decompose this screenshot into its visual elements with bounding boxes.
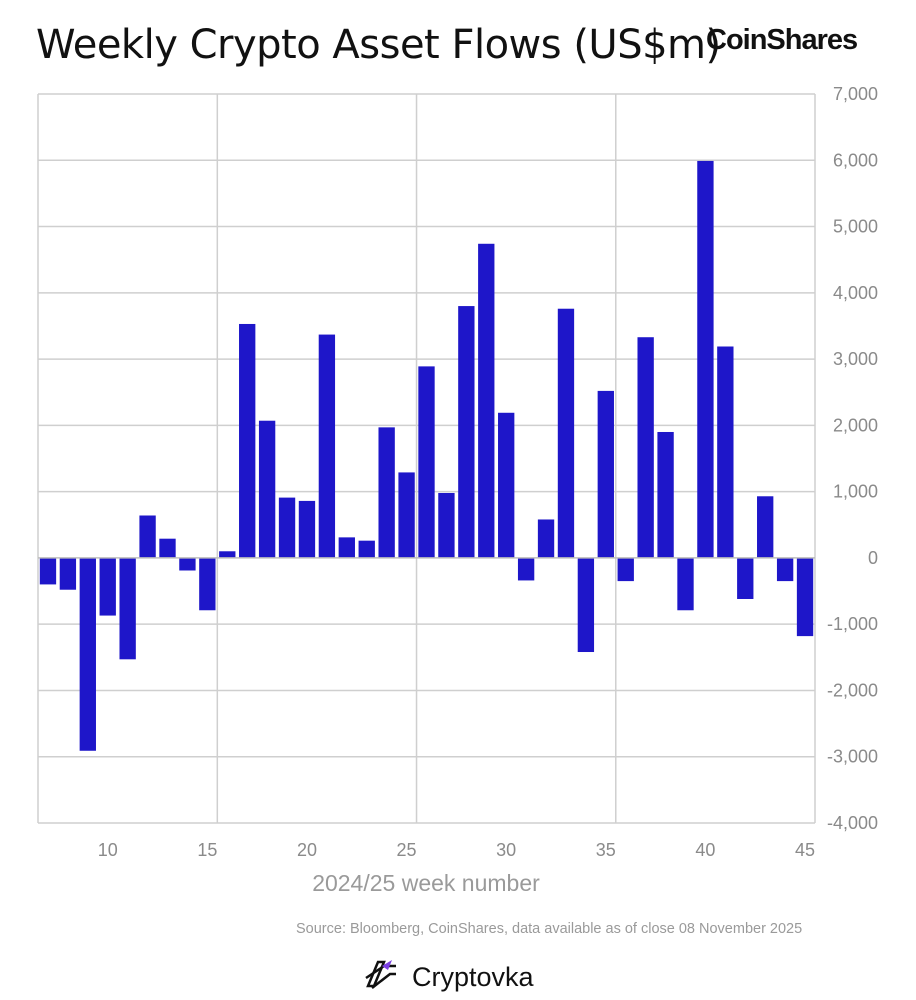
cryptovka-logo-icon — [362, 956, 400, 999]
bar-week-18 — [258, 420, 276, 558]
bar-chart: 7,000 6,000 5,000 4,000 3,000 2,000 1,000 0 -1,0… — [37, 84, 878, 896]
bar-week-7 — [39, 557, 57, 585]
bar-week-32 — [537, 519, 555, 558]
x-tick-label: 45 — [795, 840, 815, 860]
footer: Cryptovka — [362, 955, 534, 999]
bar-week-40 — [697, 160, 714, 558]
x-tick-label: 40 — [695, 840, 715, 860]
bar-week-37 — [637, 337, 654, 558]
bar-week-15 — [199, 557, 216, 611]
coinshares-logo: CoinShares — [706, 24, 858, 56]
bar-week-33 — [557, 308, 575, 558]
bar-week-31 — [517, 557, 535, 581]
bar-week-22 — [338, 537, 355, 558]
bar-week-27 — [438, 492, 455, 558]
y-tick-label: -2,000 — [827, 680, 878, 700]
y-tick-label: 6,000 — [833, 150, 878, 170]
bar-week-16 — [219, 551, 236, 558]
cryptovka-brand-text: Cryptovka — [412, 961, 534, 992]
bar-week-17 — [239, 323, 256, 558]
bar-week-44 — [776, 557, 794, 582]
bar-week-24 — [378, 427, 395, 558]
bar-week-21 — [318, 334, 336, 558]
bar-week-12 — [139, 515, 156, 558]
bar-week-45 — [796, 557, 814, 637]
bar-week-25 — [398, 472, 415, 558]
bar-week-9 — [79, 557, 96, 751]
x-tick-label: 35 — [596, 840, 616, 860]
y-tick-label: -4,000 — [827, 813, 878, 833]
bar-week-13 — [159, 538, 176, 558]
y-tick-label: 2,000 — [833, 415, 878, 435]
bar-week-42 — [737, 557, 754, 599]
bar-week-11 — [119, 557, 136, 660]
chart-title: Weekly Crypto Asset Flows (US$m) — [36, 22, 721, 68]
bar-week-34 — [577, 557, 595, 653]
bar-week-23 — [358, 540, 375, 558]
bar-week-41 — [717, 346, 734, 558]
bar-week-8 — [59, 557, 77, 590]
y-tick-label: 7,000 — [833, 84, 878, 104]
bar-week-19 — [278, 497, 296, 558]
y-tick-label: 1,000 — [833, 482, 878, 502]
bar-week-28 — [458, 306, 475, 558]
bar-week-38 — [657, 431, 674, 558]
bar-week-39 — [677, 557, 694, 611]
source-note: Source: Bloomberg, CoinShares, data avai… — [296, 921, 803, 937]
bar-week-36 — [617, 557, 634, 582]
y-tick-label: 0 — [868, 548, 878, 568]
y-tick-label: -1,000 — [827, 614, 878, 634]
bar-week-35 — [597, 390, 614, 558]
bar-week-30 — [498, 412, 515, 558]
x-tick-label: 30 — [496, 840, 516, 860]
x-tick-label: 15 — [197, 840, 217, 860]
y-tick-label: 3,000 — [833, 349, 878, 369]
bar-week-20 — [298, 500, 316, 558]
y-tick-label: -3,000 — [827, 747, 878, 767]
bar-week-10 — [99, 557, 116, 616]
bar-week-26 — [418, 366, 435, 558]
x-tick-label: 10 — [98, 840, 118, 860]
bar-week-43 — [757, 496, 774, 558]
x-tick-label: 25 — [397, 840, 417, 860]
x-axis-label: 2024/25 week number — [312, 870, 540, 896]
y-tick-label: 5,000 — [833, 217, 878, 237]
y-tick-label: 4,000 — [833, 283, 878, 303]
bar-week-14 — [179, 557, 196, 571]
x-tick-label: 20 — [297, 840, 317, 860]
bar-week-29 — [478, 243, 495, 558]
